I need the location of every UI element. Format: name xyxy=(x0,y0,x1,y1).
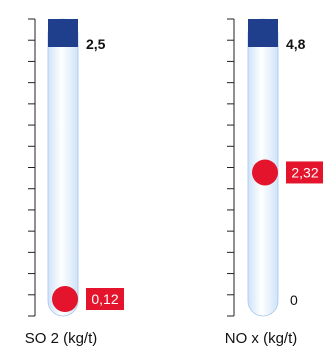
gauge-so2: 2,5 0,12 SO 2 (kg/t) xyxy=(25,18,124,347)
gauge-max-label: 2,5 xyxy=(86,36,106,52)
gauge-value-marker xyxy=(252,159,278,186)
gauges-layer: 2,5 0,12 SO 2 (kg/t) 4,8 0 2,32 NO x (kg/t) xyxy=(25,18,323,347)
gauge-cap xyxy=(248,19,278,47)
gauge-x-label: NO x (kg/t) xyxy=(225,330,298,347)
gauge-value-label: 2,32 xyxy=(291,164,318,180)
gauge-nox: 4,8 0 2,32 NO x (kg/t) xyxy=(225,18,323,347)
gauge-cap xyxy=(48,19,78,47)
gauge-tube xyxy=(47,18,79,317)
gauge-value-box xyxy=(86,288,124,310)
gauge-min-label: 0 xyxy=(290,292,298,308)
gauge-value-marker xyxy=(52,286,78,312)
gauge-x-label: SO 2 (kg/t) xyxy=(25,330,98,347)
gauge-value-label: 0,12 xyxy=(91,291,118,307)
gauge-max-label: 4,8 xyxy=(286,36,306,52)
gauge-value-box xyxy=(286,161,323,184)
